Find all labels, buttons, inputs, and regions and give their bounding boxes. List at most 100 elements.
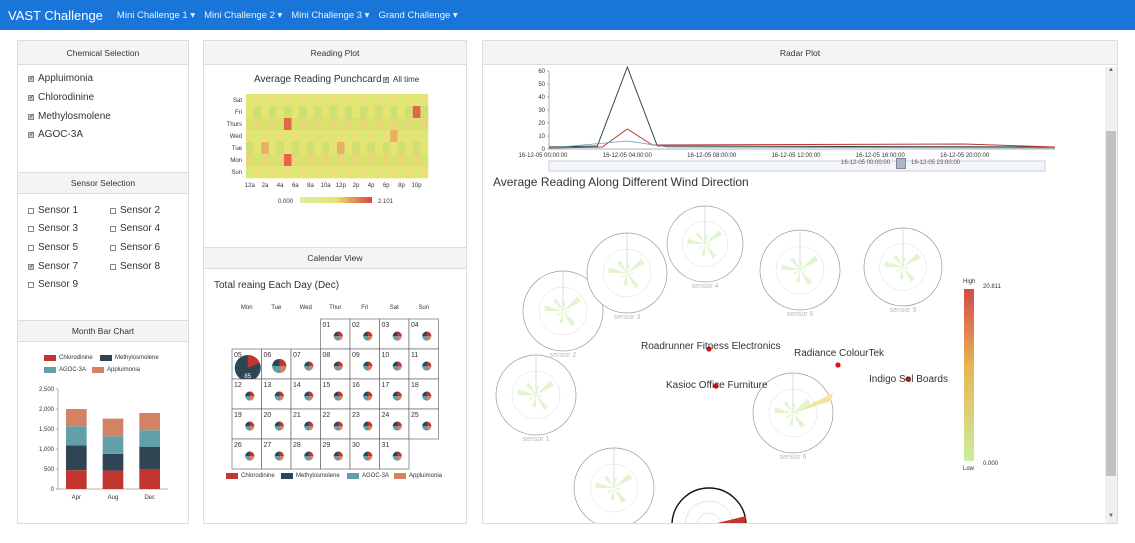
- sensor-4[interactable]: Sensor 4: [110, 223, 160, 234]
- nav-mini-challenge-3[interactable]: Mini Challenge 3 ▾: [291, 9, 370, 21]
- legend-methylosmolene[interactable]: Methylosmolene: [100, 355, 159, 361]
- sensor-label: sensor 9: [890, 307, 917, 314]
- checkbox-icon[interactable]: [110, 225, 116, 232]
- cal-legend-chlorodinine[interactable]: Chlorodinine: [226, 473, 275, 479]
- calendar-day-number: 05: [234, 352, 242, 359]
- alltime-toggle[interactable]: ✓ All time: [383, 75, 420, 84]
- cal-legend-agoc-3a[interactable]: AGOC-3A: [347, 473, 389, 479]
- legend-agoc-3a[interactable]: AGOC-3A: [44, 367, 86, 373]
- checkbox-icon[interactable]: [110, 263, 116, 270]
- calendar-day-number: 22: [323, 412, 331, 419]
- checkbox-icon[interactable]: [110, 207, 116, 214]
- checkbox-icon[interactable]: ✓: [28, 75, 35, 82]
- calendar-day-number: 29: [323, 442, 331, 449]
- checkbox-icon[interactable]: [110, 244, 116, 251]
- calendar-pie-slice: [426, 331, 432, 336]
- checkbox-icon[interactable]: [28, 244, 34, 251]
- calendar-day-number: 18: [411, 382, 419, 389]
- bar-Dec-1: [139, 447, 160, 470]
- heat-cell: [261, 166, 270, 179]
- radar-petal: [623, 273, 627, 286]
- weekday-label: Thur: [329, 305, 341, 311]
- sensor-9[interactable]: Sensor 9: [28, 279, 78, 290]
- scrollbar[interactable]: ▲ ▼: [1105, 67, 1117, 523]
- heat-cell: [367, 106, 376, 119]
- calendar-pie-slice: [333, 426, 339, 431]
- heat-cell: [344, 94, 353, 107]
- scroll-thumb[interactable]: [1106, 131, 1116, 476]
- sensor-5[interactable]: Sensor 5: [28, 242, 78, 253]
- chemical-chlorodinine[interactable]: ✓ Chlorodinine: [28, 92, 95, 103]
- heat-cell: [374, 106, 383, 119]
- heat-cell: [268, 94, 277, 107]
- radar-petal: [893, 254, 903, 267]
- nav-mini-challenge-1[interactable]: Mini Challenge 1 ▾: [116, 9, 196, 21]
- calendar-day-number: 03: [382, 322, 390, 329]
- checkbox-icon[interactable]: ✓: [28, 113, 35, 120]
- weekday-label: Wed: [300, 305, 312, 311]
- heat-cell: [352, 118, 361, 131]
- checkbox-icon[interactable]: [28, 281, 34, 288]
- heat-cell: [291, 106, 300, 119]
- sensor-1[interactable]: Sensor 1: [28, 205, 78, 216]
- checkbox-icon[interactable]: [28, 225, 34, 232]
- nav-mini-challenge-2[interactable]: Mini Challenge 2 ▾: [204, 9, 283, 21]
- radar-petal: [800, 260, 803, 270]
- heat-cell: [253, 166, 262, 179]
- heat-cell: [283, 118, 292, 131]
- line-chart: 0 10 20 30 40 50 60 16-12-05 00:00:00 16-12-05 0…: [518, 65, 1056, 172]
- calendar-view: Mon Tue Wed Thur Fri Sat Sun 01 02 03 04 05 85 06 07 08…: [231, 305, 439, 470]
- brand[interactable]: VAST Challenge: [8, 7, 103, 23]
- cal-legend-appluimonia[interactable]: Appluimonia: [394, 473, 442, 479]
- heat-cell: [276, 118, 285, 131]
- heat-cell: [329, 154, 338, 167]
- calendar-pie-slice: [338, 396, 343, 401]
- heat-cell: [283, 166, 292, 179]
- sensor-6[interactable]: Sensor 6: [110, 242, 160, 253]
- heat-cell: [405, 154, 414, 167]
- bar-Aug-2: [102, 436, 124, 454]
- calendar-pie-slice: [397, 426, 402, 431]
- chemical-appluimonia[interactable]: ✓ Appluimonia: [28, 73, 94, 84]
- calendar-day-number: 27: [264, 442, 272, 449]
- sensor-2[interactable]: Sensor 2: [110, 205, 160, 216]
- radar-petal: [786, 413, 793, 419]
- calendar-day-number: 25: [411, 412, 419, 419]
- checkbox-icon[interactable]: [28, 207, 34, 214]
- color-legend-bar[interactable]: [964, 289, 974, 461]
- radar-petal: [614, 488, 627, 504]
- time-slider-handle[interactable]: [896, 158, 906, 169]
- sensor-3[interactable]: Sensor 3: [28, 223, 78, 234]
- wind-title: Average Reading Along Different Wind Dir…: [493, 175, 749, 189]
- heat-x-label: 6a: [292, 183, 299, 189]
- heat-y-label: Tue: [232, 146, 243, 152]
- heat-cell: [321, 130, 330, 143]
- radar-petal: [701, 244, 705, 256]
- sensor-8[interactable]: Sensor 8: [110, 261, 160, 272]
- nav-grand-challenge[interactable]: Grand Challenge ▾: [378, 9, 458, 21]
- legend-chlorodinine[interactable]: Chlorodinine: [44, 355, 93, 361]
- heat-cell: [359, 142, 368, 155]
- legend-low-label: Low: [963, 466, 975, 472]
- checkbox-icon[interactable]: ✓: [28, 94, 35, 101]
- checkbox-icon[interactable]: ✓: [383, 76, 390, 83]
- calendar-pie-slice: [392, 396, 398, 401]
- scroll-down-icon[interactable]: ▼: [1108, 513, 1114, 519]
- line-y-label: 0: [542, 147, 546, 153]
- chemical-selection-title: Chemical Selection: [18, 41, 188, 65]
- checkbox-icon[interactable]: ✓: [28, 263, 35, 270]
- radar-petal: [563, 311, 569, 313]
- line-y-label: 50: [538, 82, 545, 88]
- scroll-up-icon[interactable]: ▲: [1108, 67, 1114, 73]
- radar-ring: [696, 512, 722, 523]
- legend-appluimonia[interactable]: Appluimonia: [92, 367, 140, 373]
- radar-petal: [536, 385, 539, 395]
- cal-legend-methylosmolene[interactable]: Methylosmolene: [281, 473, 340, 479]
- checkbox-icon[interactable]: ✓: [28, 131, 35, 138]
- legend-min-label: 0.000: [983, 461, 999, 467]
- sensor-7[interactable]: ✓ Sensor 7: [28, 261, 79, 272]
- chemical-methylosmolene[interactable]: ✓ Methylosmolene: [28, 111, 111, 122]
- heat-cell: [420, 94, 429, 107]
- heat-cell: [359, 94, 368, 107]
- chemical-agoc-3a[interactable]: ✓ AGOC-3A: [28, 129, 84, 140]
